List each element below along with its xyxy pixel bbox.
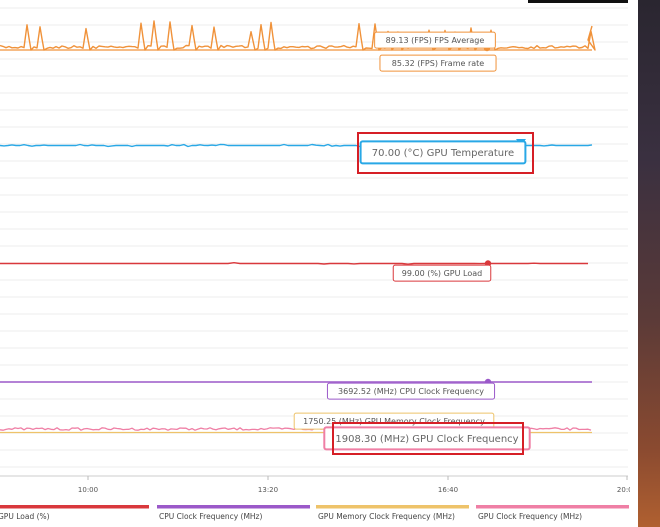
x-tick-label: 16:40: [438, 486, 458, 494]
x-tick-label: 13:20: [258, 486, 278, 494]
legend-label: GPU Clock Frequency (MHz): [478, 512, 582, 521]
value-tag-text: 3692.52 (MHz) CPU Clock Frequency: [338, 387, 484, 396]
x-tick-label: 10:00: [78, 486, 98, 494]
legend-item-gpu-memory-clock-frequency-mhz[interactable]: GPU Memory Clock Frequency (MHz): [316, 505, 469, 521]
chart-latest-markers: [483, 44, 526, 386]
window-edge: [628, 0, 638, 527]
value-tag-frame-rate: 85.32 (FPS) Frame rate: [379, 54, 497, 72]
value-tag-text: 85.32 (FPS) Frame rate: [392, 59, 485, 68]
value-tag-box: [359, 140, 527, 165]
legend-label: GPU Load (%): [0, 512, 50, 521]
value-tag-text: 1908.30 (MHz) GPU Clock Frequency: [335, 434, 518, 445]
value-tag-text: 70.00 (°C) GPU Temperature: [372, 148, 514, 159]
monitoring-chart: 89.13 (FPS) FPS Average 85.32 (FPS) Frame…: [0, 7, 630, 521]
value-tag-text: 1750.25 (MHz) GPU Memory Clock Frequency: [303, 417, 485, 426]
x-axis: 10:00 13:20 16:40 20:00: [0, 475, 630, 494]
value-tag-text: 89.13 (FPS) FPS Average: [386, 36, 485, 45]
highlight-box-gpu-clock-frequency: [332, 422, 524, 455]
value-tag-cpu-clock-frequency: 3692.52 (MHz) CPU Clock Frequency: [326, 382, 496, 400]
chart-value-tags: 89.13 (FPS) FPS Average 85.32 (FPS) Frame…: [293, 31, 534, 455]
title-bar-fragment: [528, 0, 628, 3]
legend-swatch: [157, 505, 310, 509]
value-tag-box: [392, 264, 492, 282]
value-tag-box: [379, 54, 497, 72]
chart-grid: [0, 7, 628, 468]
legend-swatch: [0, 505, 149, 509]
value-tag-box: [326, 382, 496, 400]
legend-item-gpu-load[interactable]: GPU Load (%): [0, 505, 149, 521]
legend-item-gpu-clock-frequency-mhz[interactable]: GPU Clock Frequency (MHz): [476, 505, 629, 521]
legend-label: GPU Memory Clock Frequency (MHz): [318, 512, 455, 521]
value-tag-box: [374, 31, 496, 49]
highlight-box-gpu-temperature: [357, 132, 534, 174]
chart-legend: GPU Load (%) CPU Clock Frequency (MHz) GPU…: [0, 505, 629, 521]
value-tag-gpu-temperature: 70.00 (°C) GPU Temperature: [359, 140, 527, 165]
legend-swatch: [316, 505, 469, 509]
value-tag-gpu-load: 99.00 (%) GPU Load: [392, 264, 492, 282]
chart-series-lines: [0, 20, 596, 434]
series-line-gpu-load: [0, 262, 588, 265]
value-tag-box: [323, 426, 531, 451]
value-tag-gpu-memory-clock-frequency: 1750.25 (MHz) GPU Memory Clock Frequency: [293, 412, 495, 430]
value-tag-gpu-clock-frequency: 1908.30 (MHz) GPU Clock Frequency: [323, 426, 531, 451]
x-tick-label: 20:00: [617, 486, 630, 494]
legend-item-cpu-clock-frequency-mhz[interactable]: CPU Clock Frequency (MHz): [157, 505, 310, 521]
value-tag-fps-average: 89.13 (FPS) FPS Average: [374, 31, 496, 49]
legend-label: CPU Clock Frequency (MHz): [159, 512, 262, 521]
legend-swatch: [476, 505, 629, 509]
value-tag-text: 99.00 (%) GPU Load: [402, 269, 482, 278]
